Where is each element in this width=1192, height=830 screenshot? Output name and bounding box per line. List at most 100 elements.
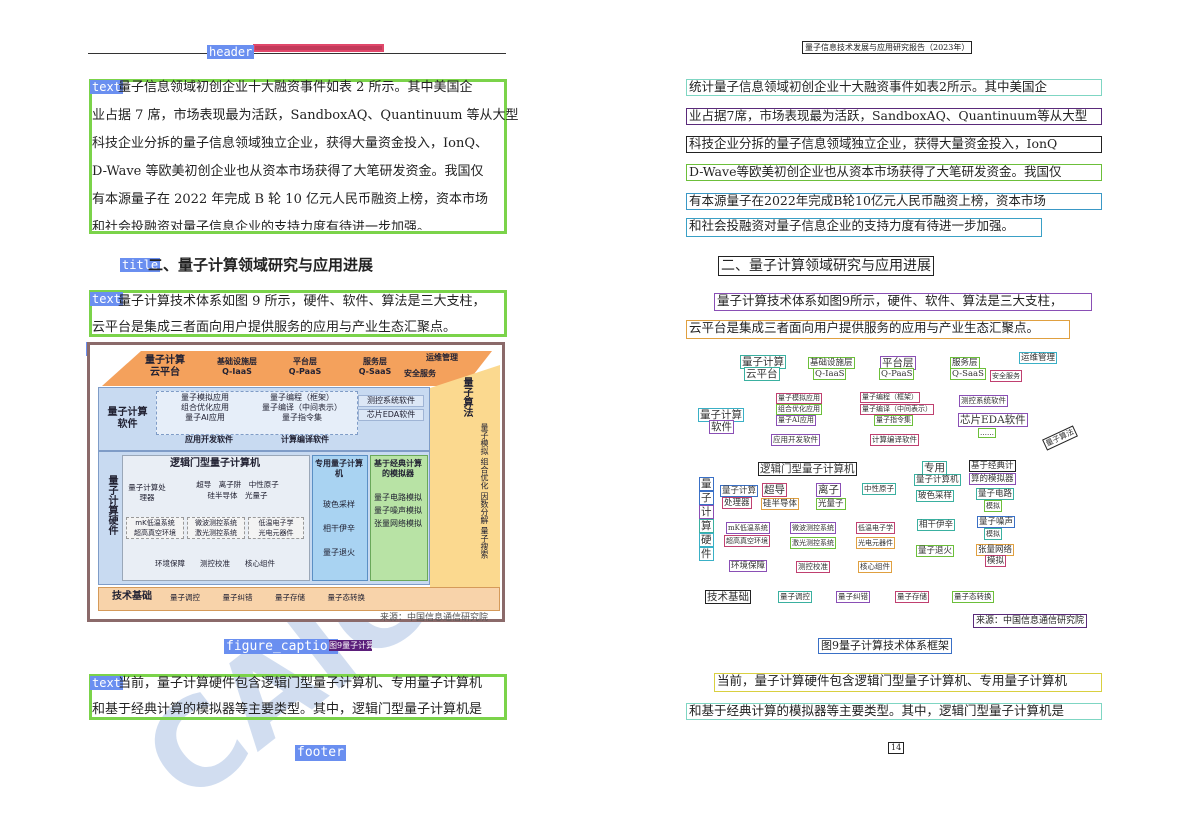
ocr-box: 算 bbox=[699, 519, 714, 533]
ocr-box: mK低温系统 bbox=[726, 522, 770, 534]
algorithm-column bbox=[430, 365, 500, 595]
right-para3-line: 和基于经典计算的模拟器等主要类型。其中，逻辑门型量子计算机是 bbox=[686, 703, 1102, 720]
ocr-box: 量子编译（中间表示） bbox=[860, 404, 934, 415]
ops-label: 运维管理 bbox=[426, 353, 458, 362]
ocr-box: Q-SaaS bbox=[950, 368, 986, 380]
ocr-box: 应用开发软件 bbox=[771, 434, 820, 446]
ocr-box: 基于经典计 bbox=[969, 460, 1016, 472]
ocr-box: 逻辑门型量子计算机 bbox=[758, 462, 857, 476]
left-para2-line: 云平台是集成三者面向用户提供服务的应用与产业生态汇聚点。 bbox=[92, 320, 457, 335]
ocr-box: 模拟 bbox=[984, 528, 1002, 540]
ocr-box: 量子噪声 bbox=[977, 516, 1016, 528]
ocr-box: 超导 bbox=[762, 483, 787, 497]
ocr-box: 量子指令集 bbox=[874, 415, 913, 426]
special-items: 玻色采样 相干伊辛 量子退火 bbox=[323, 500, 355, 557]
ocr-box: 光电元器件 bbox=[856, 537, 895, 549]
right-source: 来源：中国信息通信研究院 bbox=[973, 614, 1088, 628]
ocr-box: Q-PaaS bbox=[879, 368, 915, 380]
cloud-label: 量子计算 云平台 bbox=[145, 355, 185, 378]
right-header: 量子信息技术发展与应用研究报告（2023年） bbox=[802, 41, 973, 54]
ocr-box: …… bbox=[978, 428, 996, 438]
left-para1-line: 和社会投融资对量子信息企业的支持力度有待进一步加强。 bbox=[92, 220, 431, 230]
ocr-box: 玻色采样 bbox=[916, 490, 955, 502]
ocr-box: 相干伊辛 bbox=[917, 519, 956, 531]
left-para1-line: 有本源量子在 2022 年完成 B 轮 10 亿元人民币融资上榜，资本市场 bbox=[92, 192, 488, 207]
iaas-label: 基础设施层 Q-IaaS bbox=[217, 357, 257, 376]
ocr-box: 组合优化应用 bbox=[776, 404, 822, 415]
logic-gate-support: 环境保障 测控校准 核心组件 bbox=[155, 559, 275, 568]
left-para1-line: 量子信息领域初创企业十大融资事件如表 2 所示。其中美国企 bbox=[118, 80, 473, 95]
ocr-box: 量子AI应用 bbox=[776, 415, 816, 426]
software-tool-item: 芯片EDA软件 bbox=[358, 409, 424, 421]
right-para1-line: 业占据7席，市场表现最为活跃，SandboxAQ、Quantinuum等从大型 bbox=[686, 108, 1102, 125]
footer-tag: footer bbox=[295, 745, 346, 761]
left-caption: 图9量子计算技术体系框架 bbox=[329, 640, 372, 651]
logic-gate-electronics: 低温电子学 光电元器件 bbox=[248, 517, 304, 539]
text-block-2 bbox=[89, 290, 507, 337]
right-para1-line: 有本源量子在2022年完成B轮10亿元人民币融资上榜，资本市场 bbox=[686, 193, 1102, 210]
ocr-box: 量子退火 bbox=[916, 545, 955, 557]
left-para3-line: 和基于经典计算的模拟器等主要类型。其中，逻辑门型量子计算机是 bbox=[92, 702, 483, 717]
right-para1-line: 科技企业分拆的量子信息领域独立企业，获得大量资金投入，IonQ bbox=[686, 136, 1102, 153]
classic-panel bbox=[370, 455, 428, 581]
ocr-box: 环境保障 bbox=[729, 560, 768, 572]
saas-label: 服务层 Q-SaaS bbox=[358, 357, 392, 376]
right-para1-line: 和社会投融资对量子信息企业的支持力度有待进一步加强。 bbox=[686, 218, 1042, 237]
ocr-box: 超高真空环境 bbox=[724, 535, 770, 547]
ocr-box: 模拟 bbox=[984, 500, 1002, 512]
ocr-box: 量子态转换 bbox=[952, 591, 994, 603]
text-block-3 bbox=[89, 674, 507, 720]
ocr-box: 平台层 bbox=[880, 356, 916, 370]
ocr-box: 量子调控 bbox=[778, 591, 812, 603]
ocr-box: 测控系统软件 bbox=[959, 395, 1008, 407]
ocr-box: 量子纠错 bbox=[836, 591, 870, 603]
logic-gate-control: 微波测控系统 激光测控系统 bbox=[187, 517, 245, 539]
ocr-box: 量子计算 bbox=[720, 485, 759, 497]
ocr-box: 软件 bbox=[709, 420, 734, 434]
ocr-box: 量子算法 bbox=[1042, 425, 1078, 451]
ocr-box: 激光测控系统 bbox=[790, 537, 836, 549]
left-section-title: 二、量子计算领域研究与应用进展 bbox=[148, 256, 374, 274]
logic-gate-processor: 量子计算处理器 bbox=[128, 483, 166, 502]
right-para2-line: 量子计算技术体系如图9所示，硬件、软件、算法是三大支柱， bbox=[714, 293, 1092, 311]
ocr-box: Q-IaaS bbox=[813, 368, 847, 380]
ocr-box: 量 bbox=[699, 477, 714, 491]
logic-gate-title: 逻辑门型量子计算机 bbox=[170, 458, 260, 469]
ocr-box: 处理器 bbox=[722, 497, 752, 509]
right-section-title: 二、量子计算领域研究与应用进展 bbox=[718, 256, 934, 276]
left-para1-line: 业占据 7 席，市场表现最为活跃，SandboxAQ、Quantinuum 等从… bbox=[92, 108, 519, 123]
ocr-box: 子 bbox=[699, 491, 714, 505]
ocr-box: 测控校准 bbox=[796, 561, 830, 573]
algorithm-title: 量子算法 bbox=[461, 377, 472, 417]
ocr-box: 硬 bbox=[699, 533, 714, 547]
ocr-box: 低温电子学 bbox=[856, 522, 895, 534]
base-layer bbox=[98, 587, 500, 611]
left-para3-line: 当前，量子计算硬件包含逻辑门型量子计算机、专用量子计算机 bbox=[118, 676, 483, 691]
base-items: 量子调控 量子纠错 量子存储 量子态转换 bbox=[170, 593, 365, 602]
classic-title: 基于经典计算的模拟器 bbox=[374, 459, 422, 478]
right-para2-line: 云平台是集成三者面向用户提供服务的应用与产业生态汇聚点。 bbox=[686, 320, 1070, 339]
software-tool-item: 测控系统软件 bbox=[358, 395, 424, 407]
text-tag-2: text bbox=[90, 292, 123, 306]
ocr-box: 技术基础 bbox=[705, 590, 751, 604]
ocr-box: 计算编译软件 bbox=[870, 434, 919, 446]
algorithm-items: 量子模拟 组合优化 因数分解 量子搜索 bbox=[480, 423, 489, 559]
software-app-dev: 应用开发软件 bbox=[185, 435, 233, 444]
ocr-box: 中性原子 bbox=[862, 483, 896, 495]
ocr-box: 云平台 bbox=[744, 367, 780, 381]
ocr-box: 量子存储 bbox=[895, 591, 929, 603]
software-compile-item: 量子编程（框架） 量子编译（中间表示） 量子指令集 bbox=[262, 393, 342, 422]
logic-gate-tech: 超导 离子阱 中性原子 硅半导体 光量子 bbox=[196, 480, 279, 500]
header-box bbox=[253, 44, 384, 52]
right-page-number: 14 bbox=[888, 742, 905, 754]
text-tag-3: text bbox=[90, 676, 123, 690]
architecture-diagram: 量子计算 云平台 基础设施层 Q-IaaS 平台层 Q-PaaS 服务层 Q-SaaS … bbox=[87, 342, 505, 622]
ocr-box: 量子模拟应用 bbox=[776, 393, 822, 404]
ocr-box: 芯片EDA软件 bbox=[958, 413, 1028, 427]
software-compile-dev: 计算编译软件 bbox=[281, 435, 329, 444]
right-para1-line: D-Wave等欧美初创企业也从资本市场获得了大笔研发资金。我国仅 bbox=[686, 164, 1102, 181]
ocr-box: 安全服务 bbox=[990, 370, 1022, 382]
header-tag: header bbox=[207, 45, 255, 59]
special-panel bbox=[312, 455, 368, 581]
ocr-box: 件 bbox=[699, 547, 714, 561]
